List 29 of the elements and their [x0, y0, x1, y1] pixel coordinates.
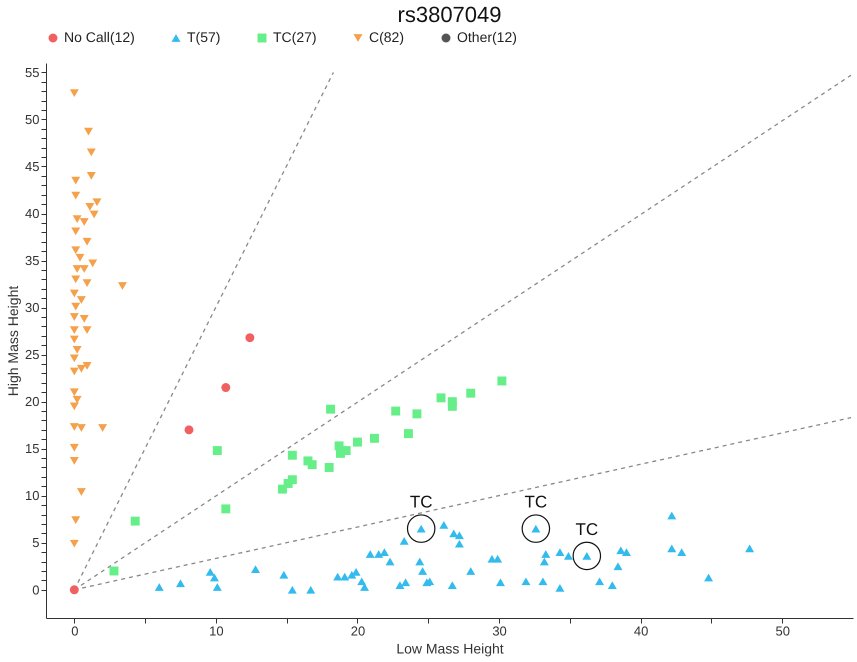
- y-tick-label: 55: [25, 64, 40, 80]
- legend-label: Other(12): [457, 29, 517, 45]
- annotation: TC: [410, 492, 433, 512]
- y-axis-title: High Mass Height: [5, 286, 22, 396]
- y-tick-label: 35: [25, 253, 40, 268]
- y-tick-label: 45: [25, 158, 40, 174]
- annotation: TC: [524, 492, 548, 512]
- legend-label: TC(27): [273, 29, 317, 45]
- y-tick-label: 0: [32, 582, 40, 598]
- x-tick-label: 10: [209, 624, 224, 638]
- x-tick-label: 50: [775, 624, 790, 638]
- x-tick-label: 40: [634, 624, 648, 638]
- y-tick-label: 50: [25, 112, 40, 127]
- y-tick-label: 20: [25, 394, 40, 410]
- x-tick-label: 20: [350, 624, 366, 638]
- legend-label: T(57): [187, 29, 220, 45]
- y-tick-label: 30: [25, 300, 40, 316]
- x-axis-title: Low Mass Height: [396, 640, 504, 656]
- y-tick-label: 15: [25, 441, 40, 456]
- x-tick-label: 0: [71, 624, 78, 638]
- chart-title: rs3807049: [398, 2, 502, 27]
- x-tick-label: 30: [492, 624, 507, 638]
- y-tick-label: 5: [32, 535, 40, 550]
- y-tick-label: 25: [25, 347, 40, 362]
- legend-label: C(82): [369, 29, 404, 45]
- legend-label: No Call(12): [64, 29, 135, 45]
- y-tick-label: 40: [25, 206, 40, 222]
- annotation: TC: [575, 520, 598, 539]
- y-tick-label: 10: [25, 488, 40, 504]
